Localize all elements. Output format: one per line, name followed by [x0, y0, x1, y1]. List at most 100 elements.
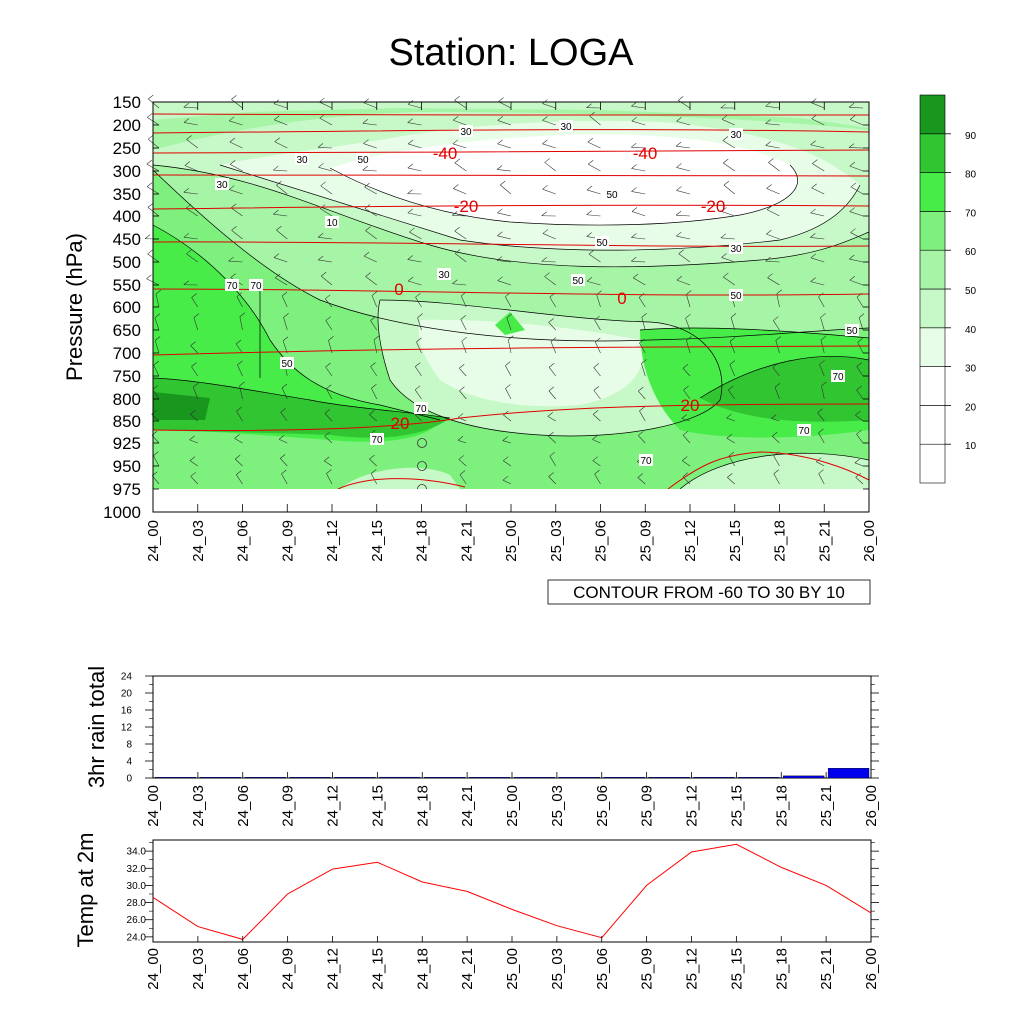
- wind-barb-flag: [407, 208, 414, 214]
- wind-barb-flag: [325, 362, 331, 368]
- wind-barb-flag: [723, 180, 730, 186]
- colorbar-swatch: [919, 133, 946, 173]
- wind-barb-shaft: [729, 341, 736, 354]
- wind-barb-flag: [370, 362, 376, 367]
- rain-bar: [513, 777, 556, 779]
- wind-barb-shaft: [767, 277, 780, 286]
- time-tick-label: 25_15: [727, 520, 744, 562]
- wind-barb-flag: [231, 226, 237, 231]
- wind-barb-flag: [819, 360, 825, 365]
- wind-barb-flag: [274, 137, 280, 142]
- rain-time-tick-label: 25_03: [549, 785, 566, 827]
- wind-barb-flag: [454, 96, 460, 101]
- humidity-label-bg: [295, 153, 309, 165]
- wind-barb-shaft: [638, 297, 646, 308]
- wind-barb-flag: [549, 451, 556, 457]
- wind-barb-shaft: [414, 413, 422, 422]
- wind-barb-shaft: [273, 169, 288, 172]
- fill-small-40: [573, 347, 615, 388]
- wind-barb-flag: [239, 312, 246, 317]
- wind-barb-shaft: [728, 455, 736, 467]
- fill-lower-right-50: [680, 453, 869, 489]
- humidity-label-bg: [571, 274, 585, 286]
- wind-barb-flag: [820, 313, 826, 318]
- wind-barb-flag: [183, 118, 190, 123]
- wind-barb-shaft: [231, 230, 243, 240]
- wind-barb-flag: [593, 386, 600, 391]
- wind-barb-flag: [280, 408, 286, 413]
- wind-barb-flag: [773, 469, 779, 474]
- colorbar-swatch: [919, 288, 946, 329]
- temperature-panel: 24.0 26.0 28.0 30.0 32.0 34.0 24_00 24_03 24_06…: [73, 833, 880, 990]
- wind-barb-flag: [496, 165, 503, 170]
- wind-barb-flag: [594, 315, 600, 321]
- wind-barb-shaft: [548, 390, 556, 400]
- wind-barb-shaft: [631, 237, 646, 240]
- wind-barb-shaft: [685, 318, 691, 331]
- wind-barb-shaft: [502, 440, 512, 444]
- fill-90-left: [153, 392, 210, 420]
- time-tick-label: 25_00: [503, 520, 520, 562]
- wind-barb-shaft: [497, 169, 512, 172]
- wind-barb-shaft: [593, 367, 601, 377]
- wind-barb-shaft: [193, 317, 199, 331]
- temp-line-1: [152, 113, 870, 116]
- wind-barb-shaft: [729, 364, 736, 377]
- colorbar-tick-label: 70: [965, 208, 977, 219]
- wind-barb-flag: [228, 116, 235, 122]
- wind-barb-shaft: [371, 388, 378, 400]
- rain-tick-label: 16: [121, 706, 133, 717]
- wind-barb-flag: [856, 362, 862, 367]
- rain-tick-label: 4: [126, 757, 132, 768]
- wind-barb-shaft: [274, 119, 288, 126]
- wind-barb-shaft: [452, 143, 467, 149]
- wind-barb-shaft: [631, 146, 646, 149]
- wind-barb-shaft: [850, 232, 864, 240]
- rain-time-tick-label: 24_21: [459, 785, 476, 827]
- wind-barb-flag: [676, 275, 683, 281]
- wind-barb-flag: [498, 97, 504, 102]
- humidity-contour-label: 10: [326, 218, 338, 229]
- wind-barb-flag: [544, 272, 550, 277]
- wind-barb-shaft: [593, 390, 601, 400]
- temperature-contour-label: 20: [681, 396, 700, 415]
- wind-barb-shaft: [631, 191, 646, 195]
- wind-barb-shaft: [369, 458, 377, 467]
- time-tick-label: 24_15: [369, 520, 386, 562]
- wind-barb-shaft: [506, 317, 512, 331]
- wind-barb-shaft: [639, 342, 646, 354]
- pressure-tick-label: 925: [113, 434, 141, 453]
- wind-barb-flag: [229, 160, 236, 165]
- wind-barb-flag: [371, 291, 378, 296]
- humidity-contour-label: 50: [281, 359, 293, 370]
- wind-barb-flag: [318, 163, 324, 168]
- pressure-tick-label: 150: [113, 93, 141, 112]
- wind-barb-flag: [365, 226, 371, 231]
- wind-barb-flag: [589, 111, 595, 117]
- wind-barb-shaft: [549, 455, 557, 467]
- wind-barb-flag: [856, 429, 862, 435]
- temp-axis-label: Temp at 2m: [73, 833, 98, 948]
- wind-barb-shaft: [190, 476, 198, 485]
- wind-barb-flag: [154, 336, 161, 341]
- contour-70-right: [639, 327, 870, 339]
- wind-barb-flag: [858, 313, 865, 318]
- colorbar-swatch: [919, 366, 946, 406]
- wind-barb-shaft: [459, 390, 467, 400]
- wind-barb-flag: [152, 385, 159, 390]
- temp-time-tick-label: 25_12: [684, 948, 701, 990]
- wind-barb-flag: [506, 313, 513, 319]
- contour-30-upper: [329, 164, 798, 226]
- colorbar-tick-label: 60: [965, 247, 977, 258]
- wind-barb-shaft: [320, 185, 333, 195]
- humidity-contour-label: 50: [596, 238, 608, 249]
- wind-barb-shaft: [370, 320, 378, 331]
- fill-80-left: [153, 378, 450, 438]
- wind-barb-shaft: [407, 167, 422, 172]
- humidity-label-bg: [729, 128, 743, 140]
- humidity-contour-label: 50: [730, 291, 742, 302]
- wind-barb-shaft: [452, 215, 467, 217]
- contour-info-box: [547, 579, 871, 605]
- rain-bars: [154, 768, 870, 779]
- wind-barb-flag: [185, 203, 192, 209]
